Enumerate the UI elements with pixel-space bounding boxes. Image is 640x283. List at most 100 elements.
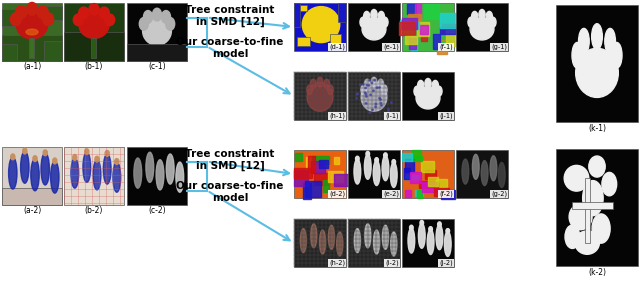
Ellipse shape [300, 229, 307, 253]
Ellipse shape [429, 227, 433, 231]
Ellipse shape [472, 154, 479, 179]
Bar [2, 9, 20, 26]
Ellipse shape [366, 85, 368, 86]
Ellipse shape [115, 158, 119, 164]
Ellipse shape [468, 17, 474, 27]
Bar [296, 37, 310, 46]
Bar [440, 27, 458, 35]
Bar [436, 179, 447, 187]
Text: (c-2): (c-2) [148, 207, 166, 215]
Ellipse shape [307, 85, 312, 95]
Ellipse shape [382, 225, 388, 249]
Text: (a-2): (a-2) [23, 207, 41, 215]
Ellipse shape [380, 102, 381, 104]
Ellipse shape [74, 14, 83, 26]
Bar [556, 149, 638, 266]
Ellipse shape [166, 18, 175, 30]
Ellipse shape [390, 232, 397, 256]
Text: (e-1): (e-1) [383, 44, 399, 50]
Ellipse shape [591, 24, 602, 50]
Text: (b-2): (b-2) [85, 207, 103, 215]
Ellipse shape [366, 151, 369, 156]
Ellipse shape [11, 154, 15, 160]
Ellipse shape [360, 17, 366, 27]
Bar [415, 4, 421, 18]
Ellipse shape [310, 224, 317, 248]
Ellipse shape [26, 29, 38, 35]
Bar [294, 170, 308, 186]
Ellipse shape [73, 155, 77, 160]
Bar [319, 160, 328, 168]
Ellipse shape [362, 18, 386, 40]
Ellipse shape [83, 152, 91, 182]
Ellipse shape [372, 90, 374, 91]
Bar [305, 181, 321, 197]
Text: (f-1): (f-1) [439, 44, 453, 50]
Ellipse shape [579, 28, 589, 54]
Ellipse shape [37, 6, 48, 19]
Bar [91, 38, 96, 58]
Ellipse shape [381, 85, 387, 95]
Bar [64, 147, 124, 205]
Bar [440, 190, 454, 199]
Bar [408, 14, 421, 20]
Ellipse shape [364, 154, 371, 179]
Ellipse shape [16, 6, 27, 19]
Ellipse shape [161, 10, 170, 23]
Bar [127, 3, 187, 61]
Ellipse shape [89, 4, 99, 15]
Bar [556, 5, 638, 122]
Ellipse shape [103, 154, 111, 184]
Ellipse shape [31, 159, 39, 191]
Bar [29, 38, 34, 58]
Ellipse shape [378, 11, 385, 22]
Bar [440, 13, 456, 28]
Bar [348, 219, 400, 267]
Ellipse shape [310, 79, 316, 89]
Ellipse shape [355, 229, 360, 253]
Bar [456, 3, 508, 51]
Bar [402, 150, 454, 198]
Bar [405, 175, 419, 179]
Ellipse shape [328, 85, 333, 95]
Ellipse shape [364, 79, 370, 89]
Ellipse shape [365, 224, 371, 248]
Ellipse shape [95, 156, 99, 162]
Text: (d-1): (d-1) [329, 44, 345, 50]
Ellipse shape [371, 77, 377, 87]
Ellipse shape [369, 112, 371, 113]
Text: (k-1): (k-1) [588, 123, 606, 132]
Bar [348, 72, 400, 120]
Ellipse shape [375, 158, 378, 162]
Bar [405, 190, 410, 197]
Ellipse shape [372, 109, 373, 111]
Bar [417, 22, 429, 36]
Ellipse shape [43, 13, 54, 26]
Ellipse shape [410, 225, 413, 230]
Bar [64, 3, 124, 61]
Ellipse shape [444, 231, 451, 256]
Bar [312, 156, 329, 164]
Bar [403, 153, 412, 161]
Bar [307, 157, 312, 171]
Ellipse shape [390, 162, 397, 187]
Ellipse shape [356, 98, 358, 99]
Ellipse shape [337, 232, 343, 256]
Bar [334, 157, 339, 164]
Text: (j-2): (j-2) [439, 260, 453, 266]
Ellipse shape [462, 159, 468, 184]
Bar [419, 181, 434, 188]
Bar [295, 153, 302, 161]
Ellipse shape [317, 77, 323, 87]
Bar [2, 188, 62, 205]
Bar [44, 41, 62, 61]
Bar [402, 3, 454, 51]
Bar [64, 32, 124, 61]
Text: (c-1): (c-1) [148, 63, 166, 72]
Text: (g-1): (g-1) [491, 44, 507, 50]
Ellipse shape [575, 231, 600, 254]
Bar [405, 37, 417, 44]
Bar [338, 3, 346, 22]
Ellipse shape [490, 17, 496, 27]
Text: (d-2): (d-2) [329, 190, 345, 197]
